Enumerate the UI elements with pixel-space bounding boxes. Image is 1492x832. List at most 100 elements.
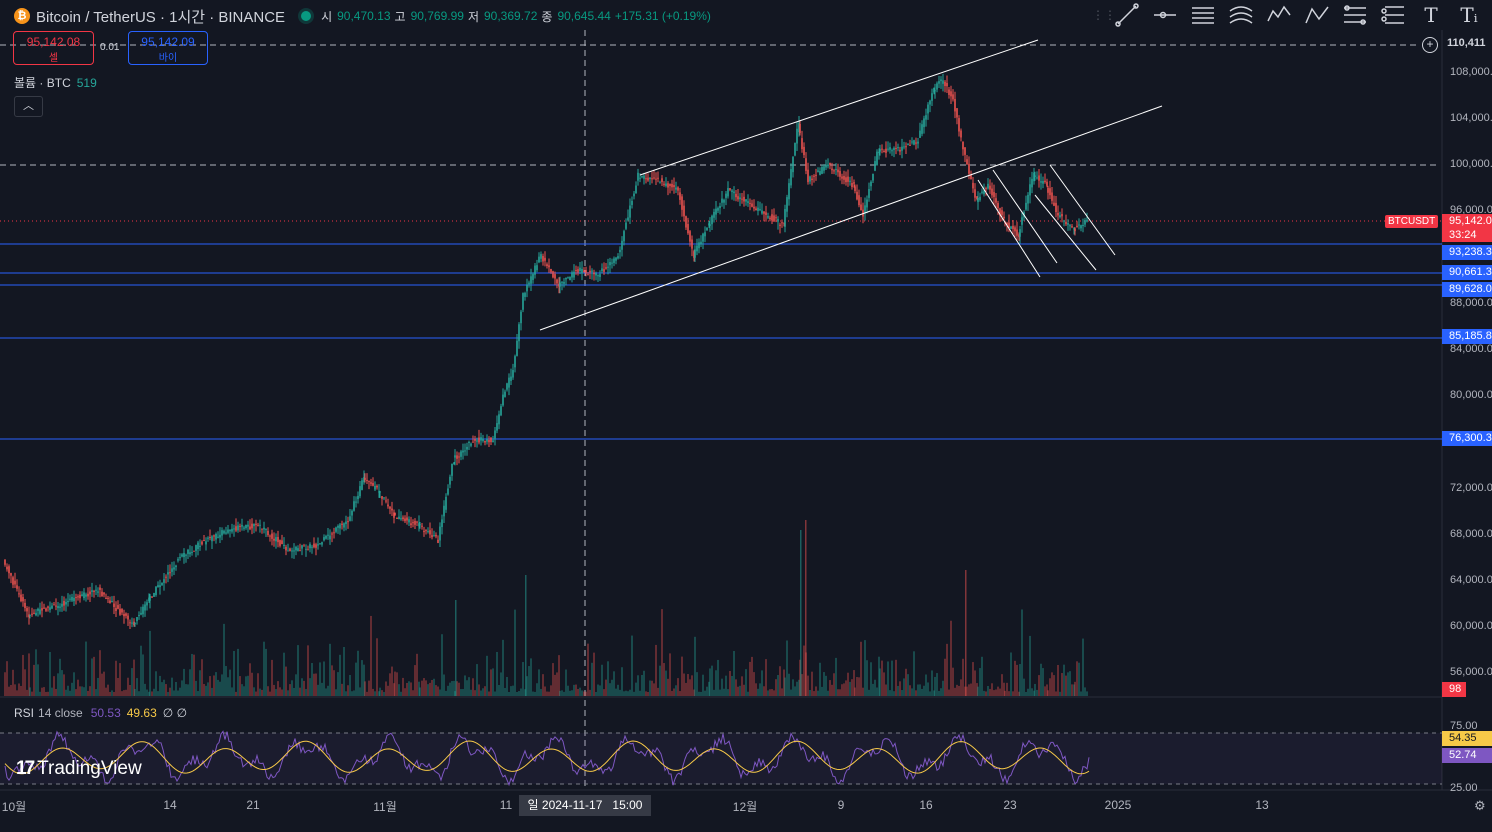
buy-button[interactable]: 95,142.09 바이	[128, 31, 208, 65]
volume-bar	[731, 675, 733, 696]
candle-body	[591, 270, 593, 272]
candle-body	[394, 512, 396, 516]
candle-body	[67, 601, 69, 603]
candle-body	[777, 219, 779, 222]
volume-bar	[864, 640, 866, 696]
volume-bar	[847, 672, 849, 696]
candle-body	[709, 224, 711, 226]
text-icon[interactable]: T	[1424, 3, 1438, 27]
volume-bar	[1047, 690, 1049, 696]
level-tag-1[interactable]: 93,238.3	[1442, 245, 1492, 260]
candle-body	[911, 141, 913, 143]
channel-lower-line	[539, 105, 1163, 331]
volume-bar	[253, 687, 255, 696]
level-tag-5[interactable]: 76,300.3	[1442, 431, 1492, 446]
candle-body	[985, 188, 987, 190]
volume-bar	[293, 687, 295, 696]
rsi-params: 14 close	[38, 706, 83, 720]
rsi-legend[interactable]: RSI 14 close 50.53 49.63 ∅ ∅	[14, 706, 187, 720]
candle-body	[925, 115, 927, 120]
candle-body	[391, 508, 393, 511]
candle-body	[849, 180, 851, 182]
candle-body	[435, 534, 437, 537]
sell-button[interactable]: 95,142.08 셀	[13, 31, 94, 65]
candle-body	[623, 231, 625, 242]
candle-body	[851, 183, 853, 188]
ohlc-high-label: 고	[394, 9, 406, 24]
volume-bar	[213, 675, 215, 696]
drag-handle-icon[interactable]: ⋮⋮	[1092, 8, 1116, 22]
regression-channel-icon[interactable]	[1222, 0, 1260, 30]
volume-bar	[59, 658, 61, 696]
candle-body	[281, 540, 283, 545]
candle-body	[381, 496, 383, 499]
candle-body	[151, 596, 153, 598]
volume-bar	[983, 690, 985, 696]
candle-body	[974, 189, 976, 198]
volume-bar	[235, 691, 237, 696]
horizontal-ray-icon[interactable]	[1146, 0, 1184, 30]
candle-body	[944, 81, 946, 86]
fib-retracement-icon[interactable]	[1336, 0, 1374, 30]
volume-legend[interactable]: 볼륨 · BTC 519	[14, 74, 97, 91]
level-tag-3[interactable]: 89,628.0	[1442, 282, 1492, 297]
volume-bar	[181, 680, 183, 696]
sell-label: 셀	[48, 53, 59, 64]
add-alert-icon[interactable]: +	[1422, 37, 1438, 53]
level-tag-4[interactable]: 85,185.8	[1442, 329, 1492, 344]
candle-body	[12, 577, 14, 585]
volume-bar	[289, 684, 291, 696]
candle-body	[359, 486, 361, 497]
settings-icon[interactable]: ⚙	[1474, 798, 1486, 813]
volume-bar	[1040, 663, 1042, 696]
volume-bar	[514, 609, 516, 696]
abcd-pattern-icon[interactable]	[1298, 0, 1336, 30]
volume-bar	[913, 651, 915, 696]
candle-body	[693, 251, 695, 258]
volume-bar	[193, 654, 195, 696]
candle-body	[229, 529, 231, 532]
candle-body	[317, 544, 319, 546]
volume-bar	[410, 682, 412, 696]
volume-bar	[233, 650, 235, 696]
candle-body	[536, 265, 538, 271]
time-tick: 13	[1255, 798, 1269, 812]
volume-bar	[435, 685, 437, 696]
volume-bar	[1025, 691, 1027, 696]
candle-body	[449, 476, 451, 485]
volume-bar	[807, 675, 809, 696]
candle-body	[437, 539, 439, 543]
candle-body	[931, 93, 933, 101]
candle-body	[786, 197, 788, 212]
volume-bar	[419, 687, 421, 696]
candle-body	[647, 177, 649, 181]
text-style-icon[interactable]: Tᵢ	[1460, 3, 1478, 27]
candle-body	[287, 550, 289, 552]
volume-bar	[960, 679, 962, 696]
candle-body	[753, 206, 755, 209]
volume-bar	[281, 689, 283, 696]
volume-bar	[700, 691, 702, 696]
market-status-icon[interactable]	[301, 11, 312, 21]
volume-bar	[556, 672, 558, 696]
symbol-title[interactable]: Bitcoin / TetherUS · 1시간 · BINANCE	[36, 8, 286, 26]
volume-bar	[1021, 609, 1023, 696]
candle-body	[410, 523, 412, 526]
xabcd-pattern-icon[interactable]	[1260, 0, 1298, 30]
volume-bar	[449, 682, 451, 696]
volume-bar	[305, 688, 307, 696]
candle-body	[1059, 215, 1061, 218]
fib-extension-icon[interactable]	[1374, 0, 1412, 30]
volume-bar	[136, 678, 138, 696]
candle-body	[500, 406, 502, 416]
trend-line-icon[interactable]	[1108, 0, 1146, 30]
level-tag-2[interactable]: 90,661.3	[1442, 265, 1492, 280]
candle-body	[323, 537, 325, 541]
collapse-legend-button[interactable]: ︿	[14, 96, 43, 117]
candle-body	[368, 480, 370, 482]
parallel-channel-icon[interactable]	[1184, 0, 1222, 30]
down-channel-line	[977, 179, 1041, 278]
volume-bar	[319, 662, 321, 696]
candle-body	[293, 550, 295, 552]
